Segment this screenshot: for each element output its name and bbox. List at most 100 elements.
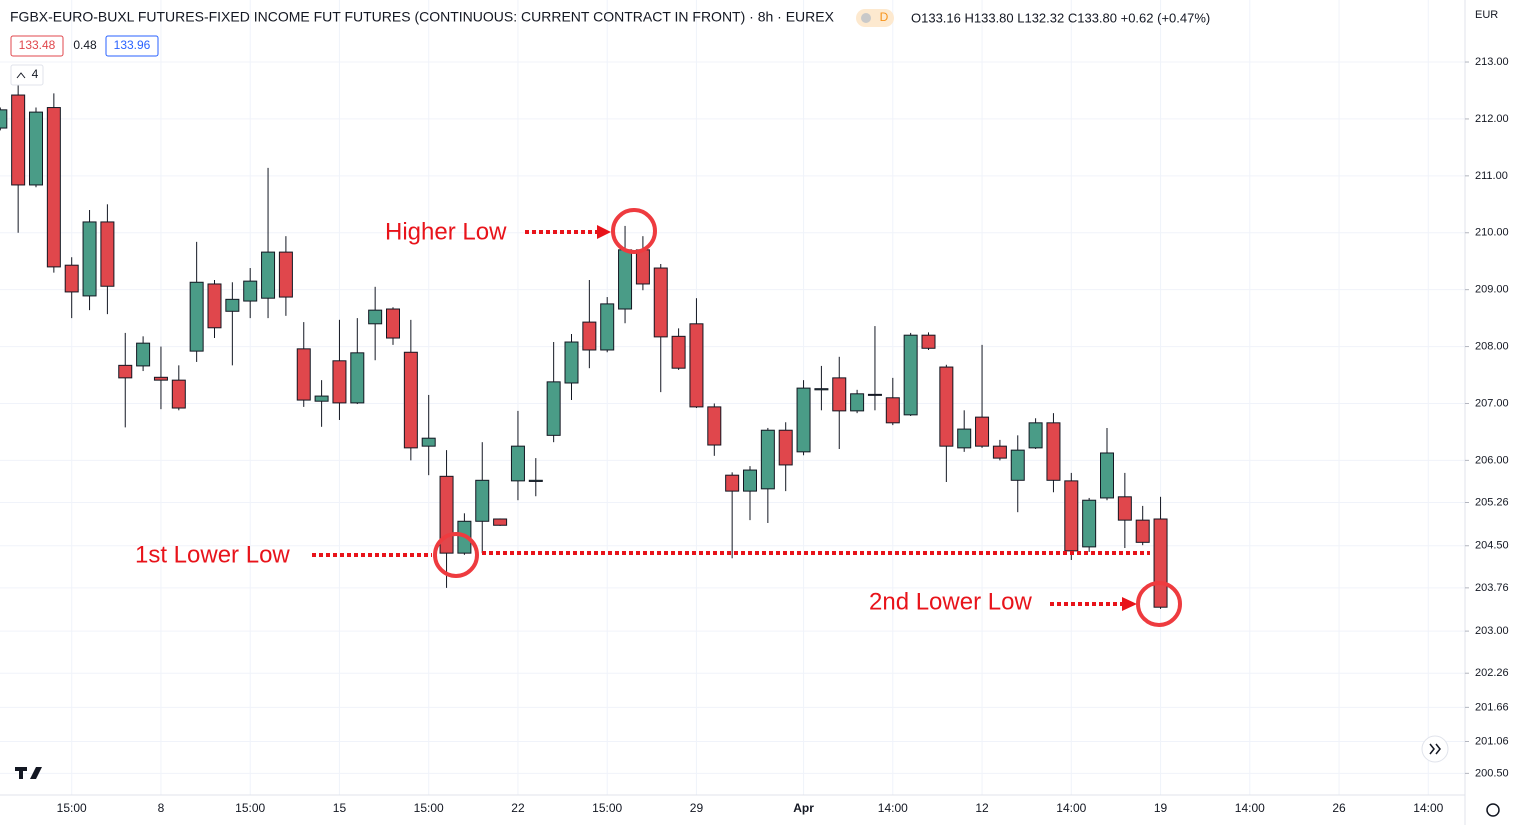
annotation: 2nd Lower Low	[869, 588, 1032, 615]
arrow-head	[597, 225, 611, 239]
candle-body	[796, 387, 811, 453]
x-tick-label: 15:00	[57, 801, 87, 815]
annotations: Higher Low 1st Lower Low 2nd Lower Low	[135, 208, 1182, 627]
ask-price: 133.96	[114, 38, 151, 52]
candle-body	[653, 267, 668, 338]
y-tick-label: 203.76	[1475, 582, 1509, 594]
annotation: 1st Lower Low	[135, 541, 290, 568]
candle-body	[261, 251, 276, 299]
y-tick-label: 213.00	[1475, 56, 1509, 68]
candle-body	[510, 445, 525, 482]
x-tick-label: 14:00	[878, 801, 908, 815]
candle-body	[743, 469, 757, 492]
y-tick-label: 211.00	[1475, 170, 1508, 182]
logo	[15, 767, 42, 779]
y-tick-label: 209.00	[1475, 284, 1509, 296]
candle-body	[1028, 422, 1043, 449]
x-tick-label: 26	[1332, 801, 1346, 815]
candle-body	[1153, 518, 1168, 608]
candle-body	[885, 397, 900, 424]
y-tick-label: 205.26	[1475, 496, 1509, 508]
candle-body	[475, 479, 490, 522]
candle-body	[582, 321, 597, 351]
candle-body	[814, 388, 829, 391]
x-tick-label: 19	[1154, 801, 1168, 815]
currency[interactable]: EUR	[1475, 9, 1498, 21]
candle-body	[564, 341, 579, 384]
indicators-toggle[interactable]	[10, 64, 44, 86]
x-tick-label: 12	[975, 801, 989, 815]
x-tick-label: 15:00	[592, 801, 622, 815]
candle-body	[64, 264, 79, 293]
candle-body	[403, 351, 418, 449]
x-tick-label: 14:00	[1413, 801, 1443, 815]
candle-body	[1064, 480, 1079, 552]
y-tick-label: 203.00	[1475, 625, 1509, 637]
candle-body	[350, 352, 365, 404]
ask-box[interactable]	[105, 35, 159, 57]
candle-body	[11, 94, 26, 186]
x-tick-label: 15	[333, 801, 347, 815]
candle-body	[118, 364, 133, 379]
candle-body	[939, 366, 954, 447]
candle-body	[957, 428, 972, 449]
candle-body	[82, 221, 97, 297]
candle-body	[760, 429, 775, 490]
candle-body	[992, 445, 1007, 459]
candle-body	[600, 303, 615, 351]
y-tick-label: 200.50	[1475, 767, 1509, 779]
annotation: Higher Low	[385, 218, 507, 245]
candle-body	[386, 308, 400, 339]
candle-body	[1010, 449, 1025, 481]
candle-body	[153, 376, 168, 381]
candle-body	[832, 377, 847, 412]
x-tick-label: Apr	[793, 801, 814, 815]
candle-body	[46, 107, 61, 268]
x-tick-label: 14:00	[1235, 801, 1265, 815]
x-tick-label: 15:00	[414, 801, 444, 815]
candle-body	[1135, 519, 1150, 543]
candle-body	[707, 406, 722, 446]
candle-body	[29, 111, 43, 186]
chart-title: FGBX-EURO-BUXL FUTURES-FIXED INCOME FUT …	[10, 9, 835, 25]
candle-body	[136, 342, 151, 367]
x-tick-label: 8	[158, 801, 165, 815]
candle-body	[903, 334, 918, 416]
candle-body	[296, 348, 311, 401]
candle-body	[243, 280, 258, 302]
y-tick-label: 212.00	[1475, 113, 1509, 125]
candle-body	[171, 379, 186, 409]
candle-body	[975, 416, 990, 447]
candle-body	[1082, 499, 1097, 548]
candle-body	[278, 251, 293, 298]
settings-icon[interactable]	[1486, 803, 1500, 817]
candle-body	[671, 335, 686, 369]
candle-body	[225, 298, 240, 312]
y-tick-label: 210.00	[1475, 227, 1509, 239]
ohlc-legend: O133.16 H133.80 L132.32 C133.80 +0.62 (+…	[911, 10, 1210, 25]
y-tick-label: 207.00	[1475, 397, 1509, 409]
bid-box[interactable]	[10, 35, 64, 57]
x-tick-label: 29	[690, 801, 704, 815]
candle-body	[618, 249, 633, 310]
candle-body	[189, 281, 204, 352]
candle-body	[921, 334, 936, 349]
x-tick-label: 15:00	[235, 801, 265, 815]
scroll-icon	[1429, 743, 1441, 755]
candle-body	[778, 429, 793, 466]
arrow-head	[1122, 597, 1137, 611]
y-tick-label: 204.50	[1475, 540, 1509, 552]
indicator-count: 4	[32, 67, 39, 81]
highlight-circle	[433, 532, 479, 578]
candle-body	[0, 109, 8, 129]
candle-body	[1117, 496, 1132, 521]
candle-body	[1100, 452, 1114, 499]
interval-badge: D	[880, 10, 889, 24]
candle-body	[635, 249, 650, 285]
axes: 213.00 212.00 211.00 210.00 209.00 208.00 207.…	[57, 56, 1509, 815]
candle-body	[867, 393, 882, 396]
scroll-button[interactable]	[1421, 735, 1449, 763]
grid	[0, 0, 1465, 795]
candle-body	[100, 221, 115, 287]
